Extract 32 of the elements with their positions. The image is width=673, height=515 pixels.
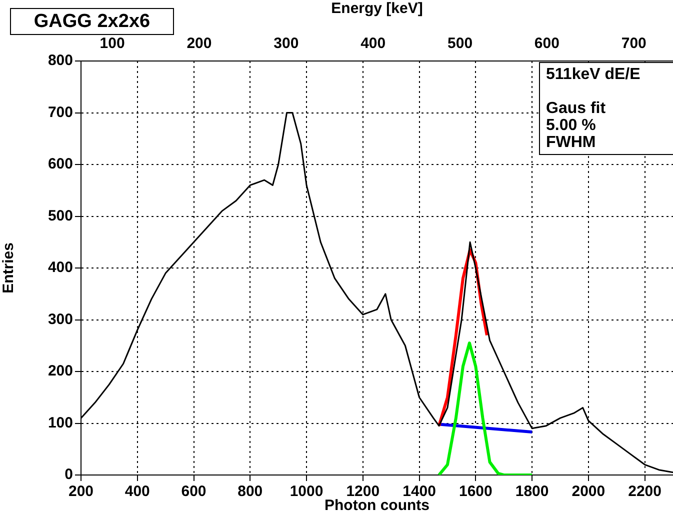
- y-tick-label: 500: [48, 207, 73, 224]
- y-tick-label: 300: [48, 310, 73, 328]
- x-tick-label: 600: [181, 483, 206, 500]
- annotation: 5.00 %: [546, 117, 597, 134]
- x-tick-label: 200: [68, 483, 94, 500]
- x-tick-label: 1600: [458, 483, 492, 500]
- y-tick-label: 0: [64, 466, 73, 484]
- x2-tick-label: 200: [186, 35, 212, 52]
- x2-tick-label: 400: [360, 35, 386, 52]
- chart-title: GAGG 2x2x6: [10, 8, 174, 35]
- annotation: FWHM: [546, 134, 597, 151]
- x2-tick-label: 100: [100, 35, 125, 52]
- x-tick-label: 2000: [572, 483, 606, 500]
- y-tick-label: 100: [48, 414, 73, 432]
- x-tick-label: 400: [124, 483, 150, 500]
- x2-tick-label: 600: [534, 35, 560, 52]
- x-tick-label: 1000: [290, 483, 324, 500]
- x2-tick-label: 300: [274, 35, 299, 52]
- y-axis-title: Entries: [0, 242, 18, 294]
- x-tick-label: 800: [238, 483, 263, 500]
- y-tick-label: 700: [48, 104, 73, 121]
- x2-axis-title: Energy [keV]: [331, 0, 423, 18]
- x-tick-label: 1800: [515, 483, 549, 500]
- x2-tick-label: 500: [448, 35, 473, 52]
- y-tick-label: 200: [48, 362, 73, 380]
- y-tick-label: 400: [48, 259, 73, 276]
- y-tick-label: 800: [48, 52, 73, 70]
- x-tick-label: 2200: [628, 483, 662, 500]
- annotation: 511keV dE/E: [546, 66, 642, 83]
- annotation: Gaus fit: [546, 100, 607, 117]
- x2-tick-label: 700: [621, 35, 646, 52]
- y-tick-label: 600: [48, 156, 73, 173]
